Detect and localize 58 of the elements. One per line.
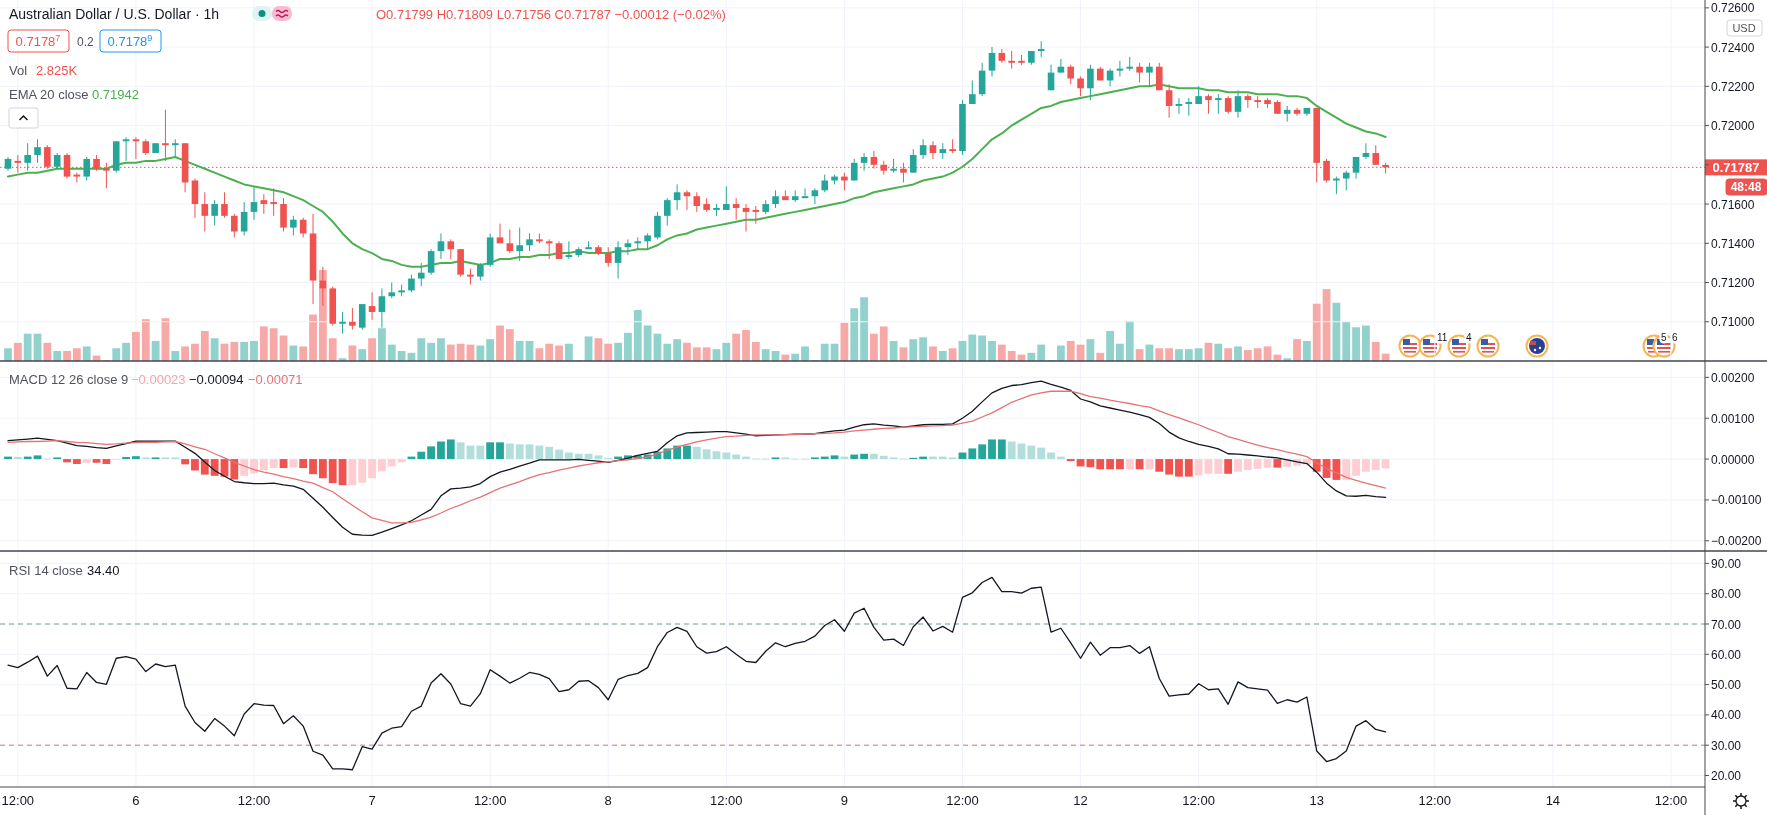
annotation: MACD 12 26 close 9: [9, 372, 129, 387]
y-tick-label: 20.00: [1711, 768, 1742, 783]
y-tick-label: 0.71600: [1711, 197, 1755, 212]
annotation: −0.00023: [131, 372, 186, 387]
annotation: 2.825K: [36, 63, 78, 78]
annotation: O0.71799 H0.71809 L0.71756 C0.71787 −0.00012 (−0.02%): [376, 7, 726, 22]
x-tick-label: 12:00: [237, 793, 271, 808]
x-tick-label: 12:00: [473, 793, 507, 808]
annotation: 0.7178$^{7}$: [15, 33, 61, 49]
y-tick-label: 0.71000: [1711, 315, 1755, 330]
annotation: 5: [1661, 332, 1667, 343]
x-tick-label: 12:00: [1654, 793, 1688, 808]
y-tick-label: −0.00200: [1711, 534, 1762, 549]
x-tick-label: 12:00: [710, 793, 743, 808]
y-tick-label: 0.00000: [1711, 452, 1755, 467]
x-tick-label: 12:00: [1182, 793, 1215, 808]
x-tick-label: 13: [1309, 793, 1324, 808]
annotation: 34.40: [87, 563, 120, 578]
chart-title: Australian Dollar / U.S. Dollar · 1h: [9, 6, 220, 22]
y-tick-label: 0.00100: [1711, 411, 1755, 426]
x-tick-label: 12:00: [1, 793, 35, 808]
y-tick-label: 0.00200: [1711, 370, 1755, 385]
y-tick-label: 0.71400: [1711, 236, 1755, 251]
x-tick-label: 9: [840, 793, 849, 808]
ref-line-label: 0.71787: [1712, 159, 1760, 175]
annotation: 0.7178$^{9}$: [107, 33, 153, 49]
y-tick-label: −0.00100: [1711, 493, 1762, 508]
y-tick-label: 0.72000: [1711, 119, 1755, 134]
x-tick-label: 12:00: [946, 793, 979, 808]
y-tick-label: 60.00: [1711, 647, 1742, 662]
x-tick-label: 12: [1073, 793, 1088, 808]
y-tick-label: 0.72600: [1711, 1, 1755, 16]
y-tick-label: 40.00: [1711, 708, 1742, 723]
y-tick-label: 80.00: [1711, 587, 1742, 602]
x-tick-label: 6: [132, 793, 140, 808]
annotation: RSI 14 close: [9, 563, 83, 578]
x-tick-label: 8: [604, 793, 612, 808]
annotation: EMA 20 close: [9, 87, 89, 102]
y-tick-label: 90.00: [1711, 556, 1742, 571]
text: USD: [1732, 22, 1756, 34]
x-tick-label: 14: [1545, 793, 1561, 808]
annotation: 0.71942: [92, 87, 139, 102]
y-tick-label: 70.00: [1711, 617, 1742, 632]
annotation: 6: [1672, 332, 1678, 343]
text: 48:48: [1730, 180, 1762, 194]
annotation: −0.00071: [248, 372, 303, 387]
y-tick-label: 50.00: [1711, 678, 1742, 693]
y-tick-label: 0.72400: [1711, 40, 1755, 55]
x-tick-label: 12:00: [1418, 793, 1452, 808]
annotation: −0.00094: [189, 372, 244, 387]
y-tick-label: 0.71200: [1711, 276, 1755, 291]
y-tick-label: 0.72200: [1711, 79, 1755, 94]
x-tick-label: 7: [368, 793, 376, 808]
y-tick-label: 30.00: [1711, 738, 1742, 753]
annotation: Vol: [9, 63, 28, 78]
annotation: 0.2: [77, 35, 95, 49]
annotation: 4: [1466, 332, 1472, 343]
annotation: 11: [1437, 332, 1448, 343]
